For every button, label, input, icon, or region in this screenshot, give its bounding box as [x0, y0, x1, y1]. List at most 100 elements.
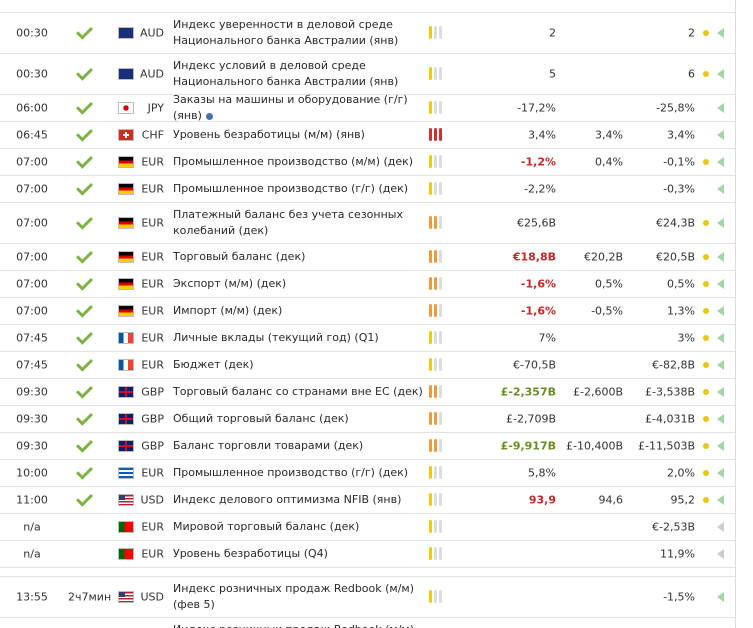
previous: £-4,031B — [644, 412, 695, 426]
event-text[interactable]: Индекс розничных продаж Redbook (м/м) (ф… — [173, 623, 414, 628]
event-name[interactable]: Общий торговый баланс (дек) — [173, 411, 425, 427]
details-arrow[interactable] — [717, 414, 724, 424]
details-arrow[interactable] — [717, 522, 724, 532]
event-text[interactable]: Мировой торговый баланс (дек) — [173, 520, 360, 533]
event-name[interactable]: Импорт (м/м) (дек) — [173, 303, 425, 319]
forecast: £-10,400B — [565, 439, 623, 453]
event-text[interactable]: Уровень безработицы (Q4) — [173, 547, 328, 560]
time: 11:00 — [16, 493, 48, 507]
currency: USD — [140, 493, 164, 507]
details-arrow[interactable] — [717, 360, 724, 370]
event-row: 07:00 EUR Промышленное производство (г/г) … — [0, 176, 735, 203]
event-name[interactable]: Индекс условий в деловой среде Националь… — [173, 58, 425, 90]
details-arrow[interactable] — [717, 592, 724, 602]
event-name[interactable]: Индекс розничных продаж Redbook (м/м) (ф… — [173, 622, 425, 628]
flag — [118, 305, 134, 317]
importance — [429, 439, 445, 453]
details-arrow[interactable] — [717, 69, 724, 79]
time: 00:30 — [16, 26, 48, 40]
done-check — [76, 246, 93, 264]
event-name[interactable]: Индекс уверенности в деловой среде Нацио… — [173, 17, 425, 49]
event-name[interactable]: Бюджет (дек) — [173, 357, 425, 373]
flag — [118, 386, 134, 398]
event-row: 06:00 JPY Заказы на машины и оборудование … — [0, 92, 735, 124]
details-arrow[interactable] — [717, 157, 724, 167]
event-text[interactable]: Индекс уверенности в деловой среде Нацио… — [173, 18, 399, 47]
actual: -1,6% — [520, 304, 556, 318]
event-name[interactable]: Индекс розничных продаж Redbook (м/м) (ф… — [173, 581, 425, 613]
event-name[interactable]: Промышленное производство (г/г) (дек) — [173, 181, 425, 197]
event-text[interactable]: Личные вклады (текущий год) (Q1) — [173, 331, 379, 344]
previous: €20,5B — [655, 250, 695, 264]
details-arrow[interactable] — [717, 252, 724, 262]
event-name[interactable]: Заказы на машины и оборудование (г/г) (я… — [173, 92, 425, 124]
event-text[interactable]: Индекс делового оптимизма NFIB (янв) — [173, 493, 402, 506]
details-arrow[interactable] — [717, 184, 724, 194]
event-name[interactable]: Уровень безработицы (м/м) (янв) — [173, 127, 425, 143]
event-row: 11:00 USD Индекс делового оптимизма NFIB (… — [0, 487, 735, 514]
details-arrow[interactable] — [717, 306, 724, 316]
event-name[interactable]: Промышленное производство (м/м) (дек) — [173, 154, 425, 170]
importance — [429, 331, 445, 345]
event-name[interactable]: Экспорт (м/м) (дек) — [173, 276, 425, 292]
currency: EUR — [141, 155, 164, 169]
flag — [118, 359, 134, 371]
details-arrow[interactable] — [717, 218, 724, 228]
event-name[interactable]: Уровень безработицы (Q4) — [173, 546, 425, 562]
event-name[interactable]: Мировой торговый баланс (дек) — [173, 519, 425, 535]
event-row: 09:30 GBP Общий торговый баланс (дек) £-2,7… — [0, 406, 735, 433]
previous: 11,9% — [660, 547, 695, 561]
event-text[interactable]: Торговый баланс (дек) — [173, 250, 306, 263]
event-text[interactable]: Бюджет (дек) — [173, 358, 254, 371]
details-arrow[interactable] — [717, 468, 724, 478]
previous: £-3,538B — [644, 385, 695, 399]
details-arrow[interactable] — [717, 495, 724, 505]
event-text[interactable]: Промышленное производство (м/м) (дек) — [173, 155, 414, 168]
importance — [429, 412, 445, 426]
details-arrow[interactable] — [717, 387, 724, 397]
event-text[interactable]: Экспорт (м/м) (дек) — [173, 277, 287, 290]
event-name[interactable]: Баланс торговли товарами (дек) — [173, 438, 425, 454]
flag — [118, 156, 134, 168]
event-text[interactable]: Промышленное производство (г/г) (дек) — [173, 466, 409, 479]
details-arrow[interactable] — [717, 441, 724, 451]
previous: 2 — [688, 26, 695, 40]
details-arrow[interactable] — [717, 130, 724, 140]
event-text[interactable]: Заказы на машины и оборудование (г/г) (я… — [173, 93, 408, 122]
details-arrow[interactable] — [717, 28, 724, 38]
details-arrow[interactable] — [717, 333, 724, 343]
event-name[interactable]: Индекс делового оптимизма NFIB (янв) — [173, 492, 425, 508]
event-name[interactable]: Торговый баланс со странами вне ЕС (дек) — [173, 384, 425, 400]
event-name[interactable]: Промышленное производство (г/г) (дек) — [173, 465, 425, 481]
forecast: €20,2B — [583, 250, 623, 264]
details-arrow[interactable] — [717, 549, 724, 559]
event-text[interactable]: Индекс розничных продаж Redbook (м/м) (ф… — [173, 582, 415, 611]
event-text[interactable]: Общий торговый баланс (дек) — [173, 412, 349, 425]
previous: 2,0% — [667, 466, 695, 480]
time: 07:00 — [16, 155, 48, 169]
details-arrow[interactable] — [717, 279, 724, 289]
details-arrow[interactable] — [717, 103, 724, 113]
event-name[interactable]: Платежный баланс без учета сезонных коле… — [173, 207, 425, 239]
time: n/a — [23, 547, 41, 561]
event-text[interactable]: Промышленное производство (г/г) (дек) — [173, 182, 409, 195]
previous: 3% — [677, 331, 695, 345]
currency: CHF — [141, 128, 164, 142]
event-text[interactable]: Уровень безработицы (м/м) (янв) — [173, 128, 365, 141]
currency: GBP — [141, 439, 164, 453]
event-name[interactable]: Личные вклады (текущий год) (Q1) — [173, 330, 425, 346]
event-text[interactable]: Баланс торговли товарами (дек) — [173, 439, 364, 452]
event-name[interactable]: Торговый баланс (дек) — [173, 249, 425, 265]
flag — [118, 467, 134, 479]
previous: 95,2 — [670, 493, 696, 507]
actual: 5 — [549, 67, 556, 81]
event-text[interactable]: Торговый баланс со странами вне ЕС (дек) — [173, 385, 423, 398]
event-row: 07:45 EUR Личные вклады (текущий год) (Q1)… — [0, 325, 735, 352]
revision-dot — [703, 71, 709, 77]
event-text[interactable]: Импорт (м/м) (дек) — [173, 304, 283, 317]
event-text[interactable]: Индекс условий в деловой среде Националь… — [173, 59, 399, 88]
actual: £-2,709B — [505, 412, 556, 426]
flag — [118, 440, 134, 452]
event-text[interactable]: Платежный баланс без учета сезонных коле… — [173, 208, 403, 237]
revision-dot — [703, 443, 709, 449]
